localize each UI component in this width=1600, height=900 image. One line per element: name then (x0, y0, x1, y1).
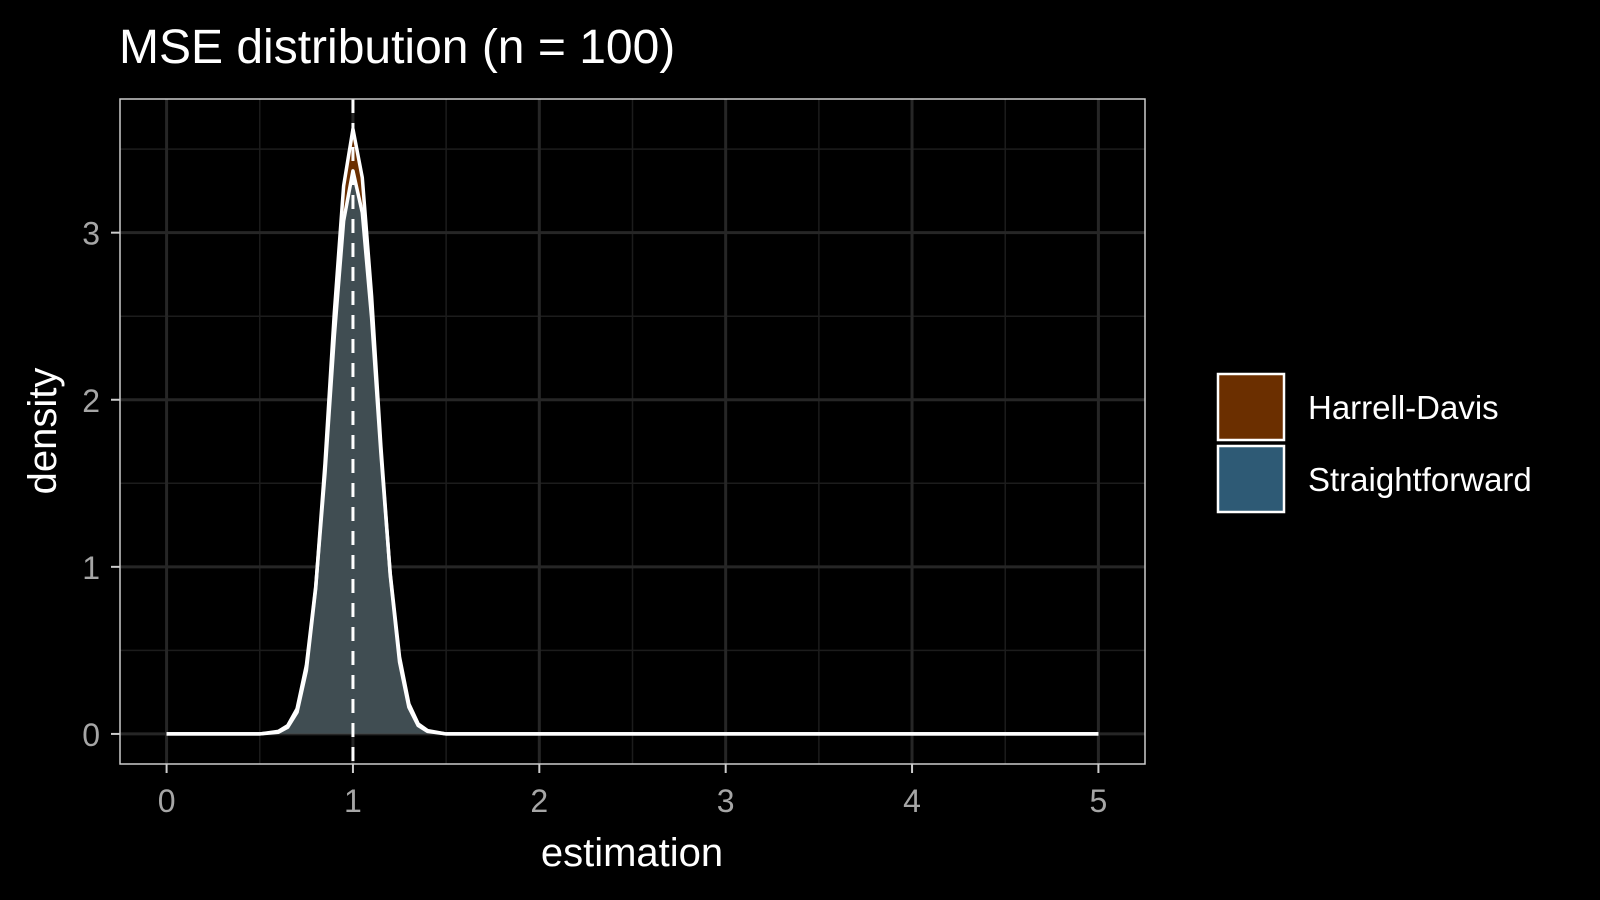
chart-title: MSE distribution (n = 100) (119, 21, 675, 74)
legend-label: Straightforward (1308, 461, 1532, 498)
y-tick-label: 3 (82, 216, 100, 252)
x-tick-label: 3 (717, 783, 735, 819)
axis-ticks: 0 1 2 3 4 5 0 1 2 3 (82, 216, 1107, 819)
x-axis-title: estimation (541, 831, 723, 875)
y-tick-label: 2 (82, 383, 100, 419)
x-tick-label: 1 (344, 783, 362, 819)
series-layer (166, 127, 1099, 736)
x-tick-label: 4 (903, 783, 921, 819)
y-axis-title: density (21, 368, 65, 495)
x-tick-label: 2 (530, 783, 548, 819)
series-line (166, 169, 1099, 736)
y-tick-label: 0 (82, 717, 100, 753)
x-tick-label: 0 (158, 783, 176, 819)
y-tick-label: 1 (82, 550, 100, 586)
legend-label: Harrell-Davis (1308, 389, 1499, 426)
legend-key (1216, 444, 1286, 514)
legend-key (1216, 372, 1286, 442)
plot-border (119, 98, 1146, 765)
series-area (166, 170, 1099, 734)
x-tick-label: 5 (1090, 783, 1108, 819)
legend: Harrell-Davis Straightforward (1216, 372, 1532, 514)
